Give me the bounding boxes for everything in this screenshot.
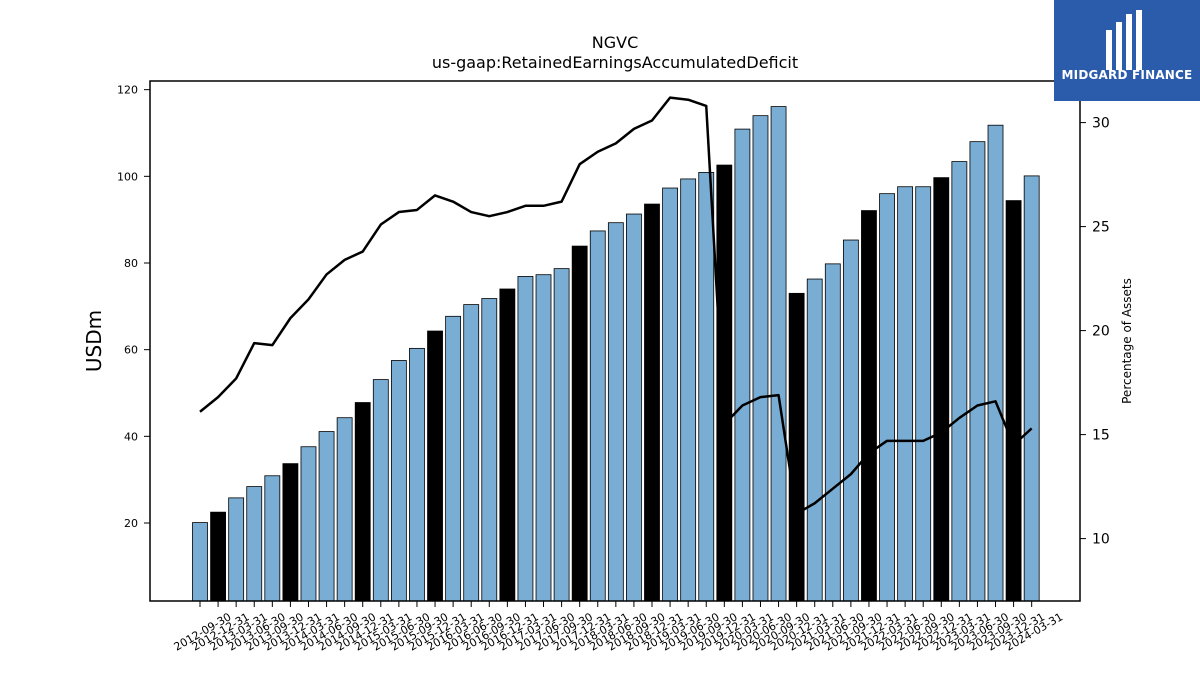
bar — [824, 263, 841, 602]
y2-tick-label: 10 — [1092, 532, 1110, 548]
bar — [716, 164, 733, 602]
bar — [680, 178, 697, 602]
bar — [626, 213, 642, 602]
bar — [517, 276, 534, 602]
chart-subtitle: us-gaap:RetainedEarningsAccumulatedDefic… — [432, 53, 798, 72]
bar — [897, 186, 914, 602]
bar — [282, 463, 299, 602]
bar — [933, 177, 950, 602]
y-tick-label: 60 — [124, 344, 138, 357]
bar — [644, 203, 660, 602]
left-axis: 20 40 60 80 100 120 — [117, 84, 150, 530]
bar — [354, 402, 371, 602]
y-tick-label: 80 — [124, 257, 138, 270]
bar — [264, 475, 281, 602]
bar — [662, 187, 678, 602]
bar — [228, 497, 245, 602]
bar-group — [192, 106, 1040, 602]
plot-frame — [149, 80, 1081, 602]
right-axis: 10 15 20 25 30 — [1080, 116, 1110, 548]
bar — [788, 292, 805, 602]
bar — [192, 522, 208, 602]
bar — [770, 106, 787, 602]
bar — [969, 141, 986, 602]
bar — [987, 124, 1004, 602]
bar — [698, 172, 715, 602]
bar — [915, 186, 932, 602]
bar — [752, 115, 769, 602]
bar — [734, 128, 751, 602]
y2-axis-label: Percentage of Assets — [1120, 278, 1134, 404]
bar — [842, 239, 859, 602]
y2-tick-label: 30 — [1092, 116, 1110, 132]
bar — [445, 315, 462, 602]
bar — [879, 193, 895, 602]
bar — [806, 278, 823, 602]
bar — [589, 230, 606, 602]
bar — [481, 298, 498, 602]
bar — [861, 210, 877, 602]
x-axis: 2012-09-302012-12-312013-03-312013-06-30… — [172, 601, 1065, 654]
bar — [553, 268, 570, 602]
line-group — [199, 96, 1033, 515]
bar — [318, 431, 335, 602]
midgard-mark-icon — [1106, 10, 1142, 70]
bar — [300, 446, 317, 602]
y-axis-label: USDm — [82, 310, 106, 372]
y2-tick-label: 25 — [1092, 220, 1110, 236]
bar — [372, 379, 389, 602]
logo-text: MIDGARD FINANCE — [1061, 68, 1193, 82]
y-tick-label: 120 — [117, 84, 138, 97]
bar — [535, 274, 552, 602]
bar — [1023, 175, 1040, 602]
bar — [499, 288, 516, 602]
chart-title: NGVC — [592, 33, 638, 52]
y-tick-label: 20 — [124, 517, 138, 530]
bar — [571, 245, 588, 602]
bar — [246, 486, 263, 602]
bar — [390, 360, 407, 602]
bar — [409, 347, 425, 602]
bar — [427, 330, 443, 602]
bar — [463, 304, 480, 602]
bar — [210, 511, 226, 602]
y2-tick-label: 15 — [1092, 428, 1110, 444]
brand-logo: MIDGARD FINANCE — [1054, 0, 1200, 101]
bar — [336, 417, 353, 602]
bar — [1005, 200, 1022, 602]
bar — [951, 161, 968, 602]
percentage-line — [199, 96, 1033, 515]
bar — [607, 222, 624, 602]
y-tick-label: 40 — [124, 430, 138, 443]
y-tick-label: 100 — [117, 170, 138, 183]
y2-tick-label: 20 — [1092, 324, 1110, 340]
